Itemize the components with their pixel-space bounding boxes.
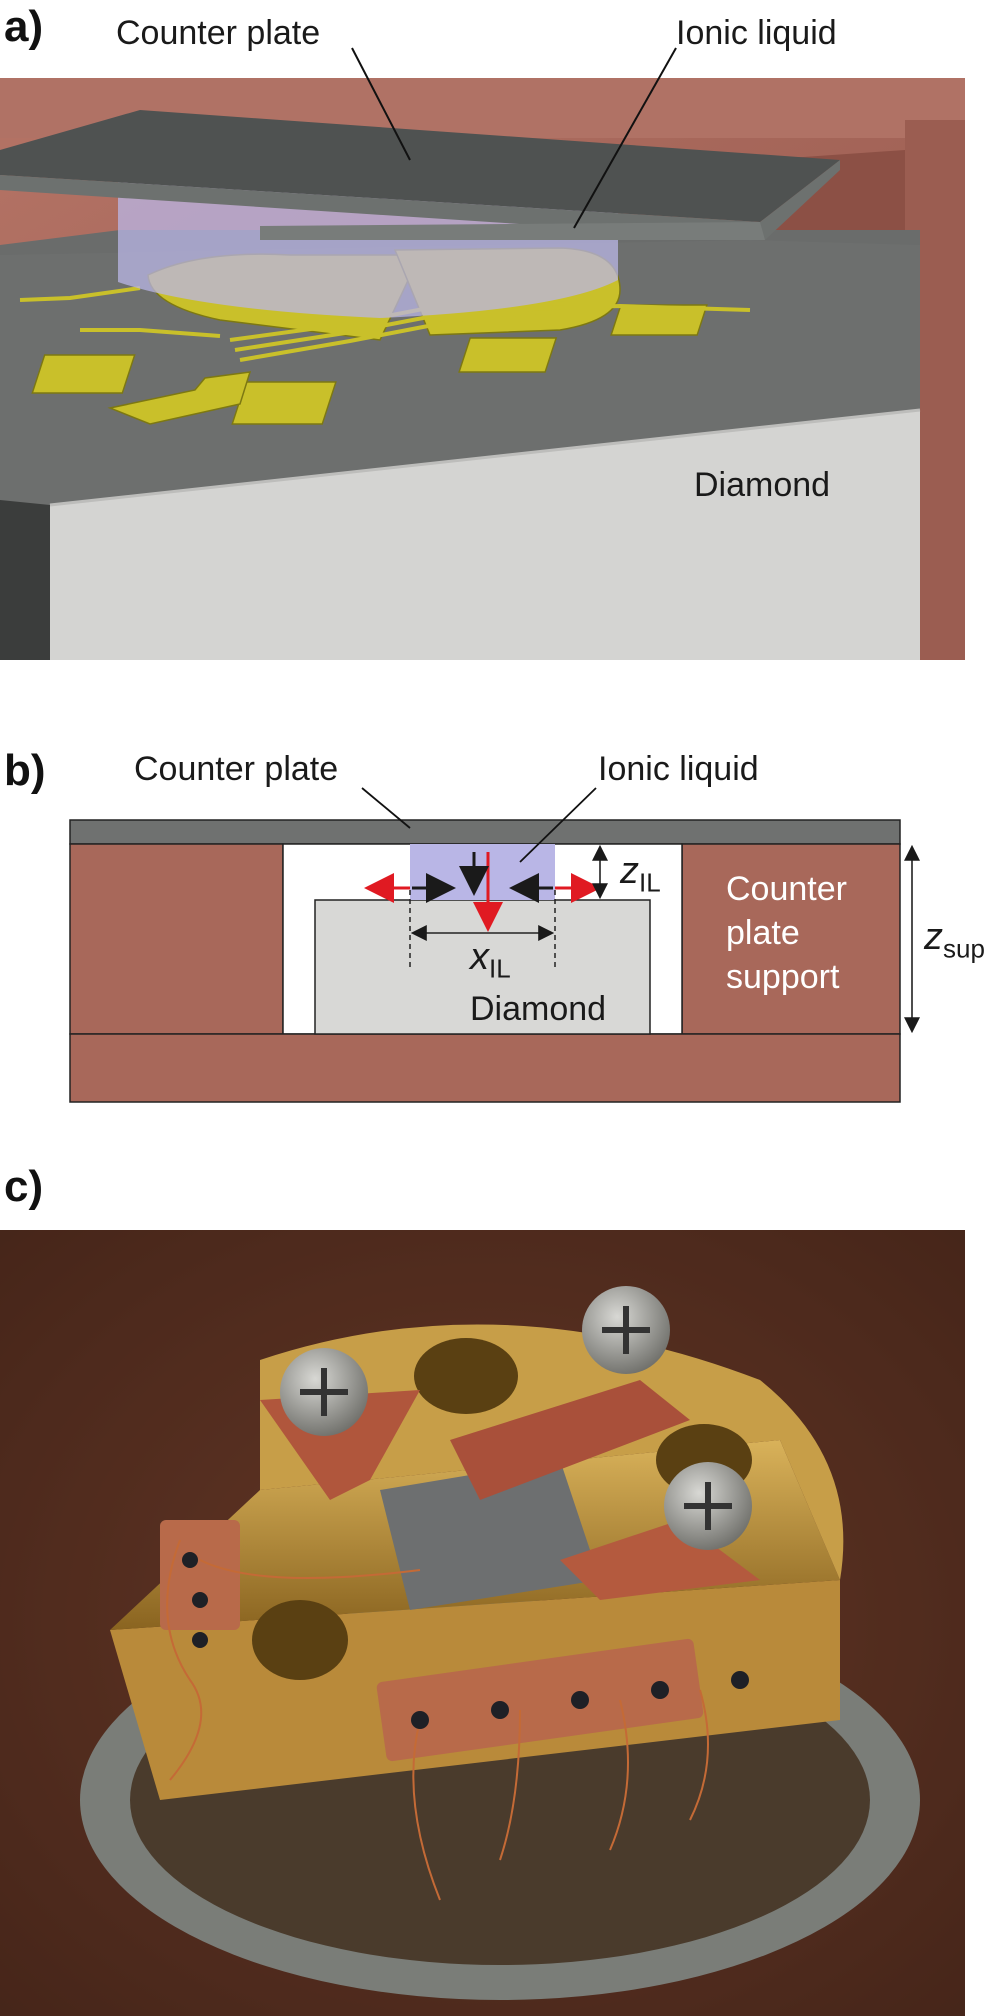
panel-a-rendering: [0, 47, 965, 660]
label-support-line1: Counter: [726, 870, 847, 908]
label-support-line3: support: [726, 958, 840, 996]
diamond-front: [50, 410, 920, 660]
label-ionic-liquid-b: Ionic liquid: [598, 750, 759, 788]
label-diamond-a: Diamond: [694, 466, 831, 504]
panel-b: b): [0, 740, 1002, 1120]
label-z-sup-sub: sup: [943, 933, 985, 964]
panel-a: a): [0, 0, 1002, 670]
panel-b-schematic: [69, 787, 920, 1103]
screw-3-slot: [684, 1482, 732, 1530]
hole-3: [252, 1600, 348, 1680]
contact-pads: [160, 1520, 704, 1762]
leader-counter-plate-b: [361, 787, 411, 829]
counter-plate-b: [69, 819, 901, 845]
label-z-il-var: z: [620, 850, 639, 892]
base-plate: [69, 1033, 901, 1103]
label-support-line2: plate: [726, 914, 800, 952]
clamp-3: [560, 1520, 760, 1600]
screw-1-slot: [300, 1368, 348, 1416]
solder-dots: [182, 1552, 749, 1729]
wires: [166, 1539, 709, 1901]
label-counter-plate-a: Counter plate: [116, 14, 321, 52]
screw-2-slot: [602, 1306, 650, 1354]
label-z-il: zIL: [620, 850, 661, 899]
left-support: [69, 843, 284, 1035]
ionic-liquid-b: [410, 844, 555, 900]
leader-ionic-liquid: [573, 47, 677, 229]
panel-c-photo: [0, 1230, 965, 2016]
label-x-il-var: x: [470, 936, 489, 978]
label-z-sup-var: z: [924, 916, 943, 958]
sample: [380, 1460, 600, 1610]
leader-counter-plate: [351, 47, 411, 161]
hole-1: [414, 1338, 518, 1414]
counter-plate-edge: [0, 160, 840, 240]
panel-a-label: a): [4, 2, 44, 51]
clamp-2: [450, 1380, 690, 1500]
label-z-il-sub: IL: [639, 867, 661, 898]
label-z-sup: zsup: [924, 916, 985, 965]
panel-b-label: b): [4, 746, 46, 795]
panel-c-label: c): [4, 1162, 44, 1211]
counter-plate-front: [260, 222, 765, 240]
leader-ionic-liquid-b: [519, 787, 597, 863]
counter-plate-top: [0, 110, 840, 222]
label-x-il: xIL: [470, 936, 511, 985]
right-support: [681, 843, 901, 1035]
label-counter-plate-b: Counter plate: [134, 750, 339, 788]
label-diamond-b: Diamond: [470, 990, 606, 1029]
label-ionic-liquid-a: Ionic liquid: [676, 14, 837, 52]
panel-c: c): [0, 1160, 1002, 2016]
label-diamond-b-text: Diamond: [470, 990, 607, 1028]
label-x-il-sub: IL: [489, 953, 511, 984]
diamond-edge: [49, 408, 921, 507]
